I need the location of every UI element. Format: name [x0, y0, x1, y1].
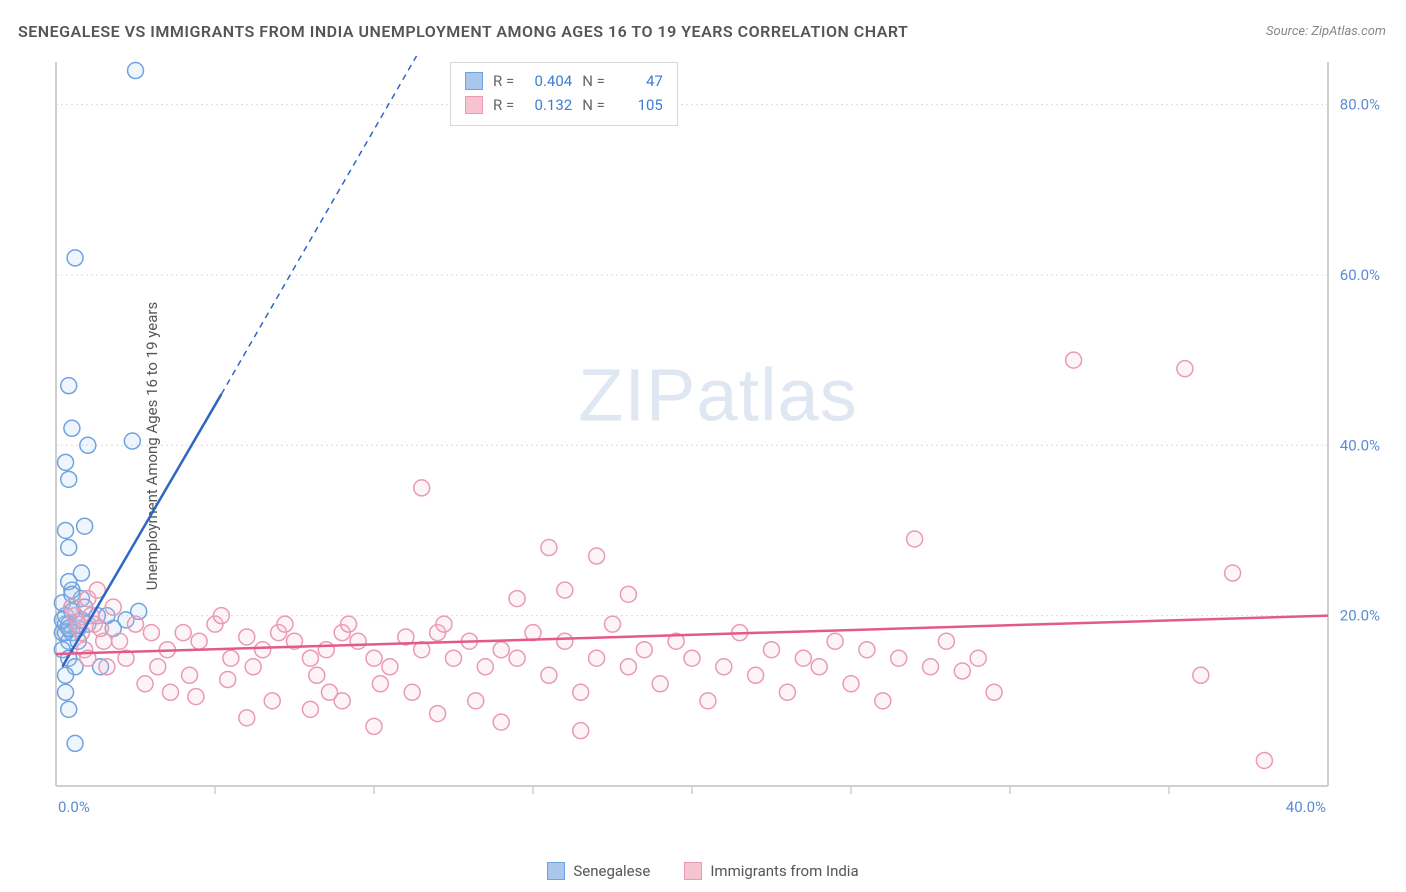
swatch-senegalese — [465, 72, 483, 90]
chart-plot-area: 20.0%40.0%60.0%80.0%0.0%40.0% ZIPatlas — [50, 56, 1386, 826]
legend-label: Immigrants from India — [710, 862, 858, 880]
source-attribution: Source: ZipAtlas.com — [1266, 24, 1386, 39]
swatch-india — [465, 96, 483, 114]
stats-row-india: R = 0.132 N = 105 — [465, 93, 663, 117]
svg-text:80.0%: 80.0% — [1340, 96, 1380, 114]
n-label: N = — [582, 72, 605, 90]
r-label: R = — [493, 96, 514, 114]
bottom-legend: Senegalese Immigrants from India — [0, 862, 1406, 880]
svg-text:60.0%: 60.0% — [1340, 266, 1380, 284]
svg-text:20.0%: 20.0% — [1340, 607, 1380, 625]
scatter-chart-svg: 20.0% 40.0% 60.0% 80.0% 0.0% 40.0% — [50, 56, 1386, 826]
svg-text:40.0%: 40.0% — [1340, 436, 1380, 454]
n-label: N = — [582, 96, 605, 114]
legend-swatch-senegalese — [547, 862, 565, 880]
r-value: 0.132 — [524, 96, 572, 114]
chart-title: SENEGALESE VS IMMIGRANTS FROM INDIA UNEM… — [18, 22, 908, 41]
r-label: R = — [493, 72, 514, 90]
stats-row-senegalese: R = 0.404 N = 47 — [465, 69, 663, 93]
legend-item-india: Immigrants from India — [684, 862, 858, 880]
legend-item-senegalese: Senegalese — [547, 862, 650, 880]
correlation-stats-box: R = 0.404 N = 47 R = 0.132 N = 105 — [450, 62, 678, 126]
svg-text:0.0%: 0.0% — [58, 798, 90, 816]
n-value: 105 — [615, 96, 663, 114]
r-value: 0.404 — [524, 72, 572, 90]
n-value: 47 — [615, 72, 663, 90]
legend-swatch-india — [684, 862, 702, 880]
svg-text:40.0%: 40.0% — [1286, 798, 1326, 816]
legend-label: Senegalese — [573, 862, 650, 880]
